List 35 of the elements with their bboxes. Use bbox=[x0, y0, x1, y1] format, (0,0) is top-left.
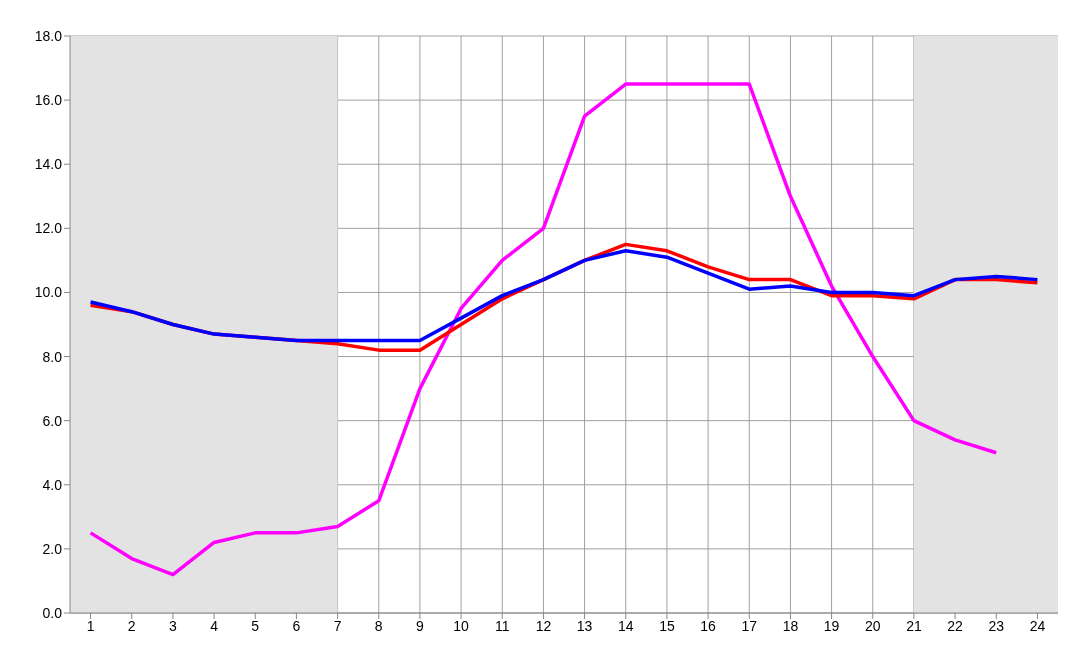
x-tick-label: 7 bbox=[333, 617, 342, 634]
y-tick-label: 16.0 bbox=[34, 92, 63, 109]
x-tick-label: 19 bbox=[823, 617, 840, 634]
y-tick-label: 4.0 bbox=[42, 476, 63, 493]
x-tick-label: 22 bbox=[947, 617, 964, 634]
x-tick-label: 9 bbox=[416, 617, 425, 634]
y-tick-label: 8.0 bbox=[42, 348, 63, 365]
x-tick-label: 15 bbox=[659, 617, 675, 634]
x-tick-label: 14 bbox=[617, 617, 634, 634]
y-tick-label: 18.0 bbox=[34, 27, 63, 44]
x-tick-label: 5 bbox=[251, 617, 260, 634]
x-tick-label: 10 bbox=[453, 617, 470, 634]
y-tick-label: 14.0 bbox=[34, 156, 63, 173]
x-tick-label: 16 bbox=[700, 617, 717, 634]
x-tick-label: 11 bbox=[494, 617, 510, 634]
x-tick-label: 2 bbox=[127, 617, 136, 634]
x-tick-label: 8 bbox=[374, 617, 383, 634]
x-tick-label: 20 bbox=[864, 617, 881, 634]
y-tick-label: 2.0 bbox=[42, 540, 63, 557]
x-tick-label: 1 bbox=[86, 617, 95, 634]
y-tick-label: 10.0 bbox=[34, 284, 63, 301]
x-tick-label: 24 bbox=[1029, 617, 1046, 634]
x-tick-label: 12 bbox=[535, 617, 552, 634]
y-tick-label: 0.0 bbox=[42, 604, 63, 621]
x-tick-label: 3 bbox=[169, 617, 178, 634]
x-tick-label: 21 bbox=[906, 617, 922, 634]
line-series bbox=[88, 82, 998, 577]
y-tick-label: 12.0 bbox=[34, 220, 63, 237]
x-tick-label: 23 bbox=[988, 617, 1005, 634]
x-tick-label: 17 bbox=[741, 617, 758, 634]
x-tick-label: 6 bbox=[292, 617, 301, 634]
y-tick-label: 6.0 bbox=[42, 412, 63, 429]
x-tick-label: 13 bbox=[576, 617, 593, 634]
x-tick-label: 4 bbox=[210, 617, 219, 634]
x-tick-label: 18 bbox=[782, 617, 799, 634]
